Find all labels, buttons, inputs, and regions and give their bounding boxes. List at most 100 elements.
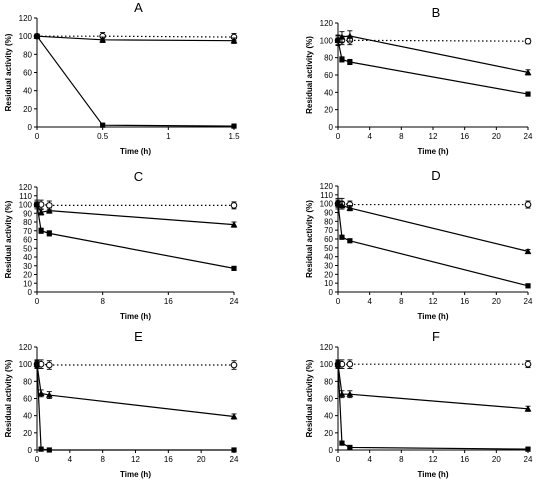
series-control [33,199,238,211]
x-axis-label: Time (h) [120,147,151,156]
x-tick-label: 24 [230,455,239,464]
x-tick-label: 1.5 [228,132,240,141]
panel-a: 0 20 40 60 80 100 120 0 0.5 1 1.5 Time (h) Residual … [4,0,240,156]
data-point [230,361,238,369]
series-line [37,35,235,38]
data-point [230,37,238,44]
y-axis-label: Residual activity (%) [305,200,314,278]
y-tick-label: 0 [28,446,33,455]
panel-label: F [432,329,440,344]
y-tick-label: 0 [28,123,33,132]
y-tick-label: 120 [19,183,33,192]
series-control [334,359,532,369]
data-point [346,360,354,368]
y-tick-label: 100 [320,200,334,209]
series-square [335,34,531,97]
panel-label: B [432,5,441,20]
x-axis-label: Time (h) [418,147,449,156]
x-tick-label: 12 [429,455,438,464]
data-point [525,283,531,289]
data-point [38,446,44,452]
series-control [334,197,532,210]
y-tick-label: 20 [324,106,333,115]
data-point [524,247,532,255]
panel-b: 0 20 40 60 80 100 120 0 4 8 12 16 20 24 Time (h) Residu… [305,5,533,156]
y-tick-label: 90 [23,209,32,218]
data-point [45,391,53,398]
series-line [337,364,529,410]
y-tick-label: 40 [23,253,32,262]
y-tick-label: 20 [23,271,32,280]
series-line [337,203,529,287]
data-point [339,56,345,62]
series-control [334,35,532,46]
x-tick-label: 12 [429,132,438,141]
series-triangle [33,201,238,228]
y-tick-label: 30 [23,262,32,271]
y-axis-label: Residual activity (%) [4,33,13,111]
y-tick-label: 20 [23,429,32,438]
x-tick-label: 24 [524,297,533,306]
data-point [46,447,52,453]
x-axis-label: Time (h) [418,470,449,479]
data-point [524,360,532,368]
series-line [37,203,234,206]
x-tick-label: 0 [35,297,40,306]
y-tick-label: 50 [324,244,333,253]
data-point [230,221,238,228]
y-tick-label: 40 [324,412,333,421]
y-tick-label: 0 [329,123,334,132]
data-point [34,33,40,39]
series-line [338,39,529,42]
x-tick-label: 24 [524,132,533,141]
y-tick-label: 10 [324,279,333,288]
data-point [524,69,532,76]
y-tick-label: 0 [329,446,334,455]
y-tick-label: 90 [324,209,333,218]
series-square [335,199,531,289]
series-line [337,40,529,95]
y-tick-label: 40 [324,253,333,262]
x-axis-label: Time (h) [120,470,151,479]
data-point [231,447,237,453]
y-tick-label: 30 [324,262,333,271]
y-tick-label: 120 [19,343,33,352]
y-tick-label: 80 [23,50,32,59]
y-tick-label: 40 [23,412,32,421]
y-tick-label: 100 [320,36,334,45]
data-point [335,361,341,367]
x-tick-label: 0 [35,455,40,464]
series-square [34,33,237,129]
y-tick-label: 60 [23,395,32,404]
y-axis-label: Residual activity (%) [305,359,314,437]
data-point [37,389,45,397]
x-tick-label: 20 [492,297,501,306]
x-tick-label: 12 [429,297,438,306]
data-point [34,201,40,208]
data-point [335,37,341,43]
x-axis-label: Time (h) [418,312,449,321]
y-tick-label: 80 [324,377,333,386]
x-tick-label: 0.5 [97,132,109,141]
x-tick-label: 20 [197,455,206,464]
series-square [335,360,531,452]
y-axis-label: Residual activity (%) [4,359,13,437]
y-tick-label: 80 [23,218,32,227]
data-point [346,390,354,397]
x-tick-label: 4 [68,455,73,464]
y-tick-label: 20 [324,429,333,438]
x-tick-label: 4 [367,455,372,464]
data-point [46,361,53,369]
series-triangle [334,30,532,76]
x-tick-label: 0 [35,132,40,141]
y-tick-label: 60 [324,235,333,244]
data-point [524,201,532,208]
series-triangle [334,199,532,255]
data-point [346,32,354,39]
x-tick-label: 0 [336,297,341,306]
series-line [337,35,529,73]
y-tick-label: 110 [19,192,32,201]
data-point [524,37,532,45]
y-tick-label: 20 [23,105,32,114]
